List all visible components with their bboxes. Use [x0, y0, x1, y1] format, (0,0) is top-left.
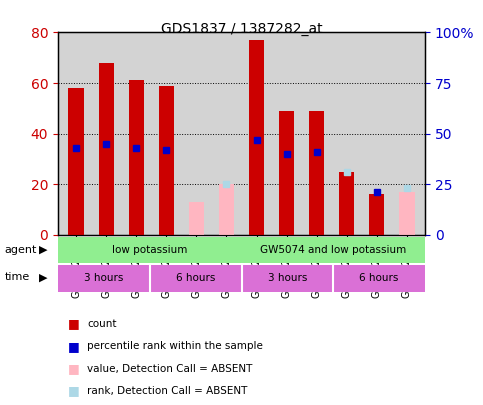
Bar — [369, 194, 384, 235]
FancyBboxPatch shape — [58, 237, 242, 263]
Bar — [219, 184, 234, 235]
Text: 6 hours: 6 hours — [176, 273, 215, 283]
Text: GW5074 and low potassium: GW5074 and low potassium — [260, 245, 406, 255]
Text: low potassium: low potassium — [112, 245, 187, 255]
FancyBboxPatch shape — [150, 265, 242, 292]
Text: 6 hours: 6 hours — [359, 273, 399, 283]
Bar — [69, 88, 84, 235]
FancyBboxPatch shape — [58, 265, 150, 292]
Bar — [279, 111, 294, 235]
Bar — [159, 85, 174, 235]
Text: ■: ■ — [68, 340, 79, 353]
Text: ■: ■ — [68, 362, 79, 375]
Text: 3 hours: 3 hours — [84, 273, 124, 283]
Text: count: count — [87, 319, 116, 329]
FancyBboxPatch shape — [242, 265, 333, 292]
Text: agent: agent — [5, 245, 37, 255]
Text: GDS1837 / 1387282_at: GDS1837 / 1387282_at — [161, 22, 322, 36]
Text: time: time — [5, 273, 30, 282]
Bar — [249, 40, 264, 235]
Bar — [189, 202, 204, 235]
FancyBboxPatch shape — [333, 265, 425, 292]
Text: ■: ■ — [68, 384, 79, 397]
Text: ■: ■ — [68, 318, 79, 330]
Bar — [128, 81, 144, 235]
Bar — [309, 111, 324, 235]
FancyBboxPatch shape — [242, 237, 425, 263]
Bar — [339, 172, 355, 235]
Text: 3 hours: 3 hours — [268, 273, 307, 283]
Bar — [99, 63, 114, 235]
Text: ▶: ▶ — [39, 273, 48, 282]
Bar — [399, 192, 414, 235]
Text: percentile rank within the sample: percentile rank within the sample — [87, 341, 263, 351]
Text: ▶: ▶ — [39, 245, 48, 255]
Text: rank, Detection Call = ABSENT: rank, Detection Call = ABSENT — [87, 386, 247, 396]
Text: value, Detection Call = ABSENT: value, Detection Call = ABSENT — [87, 364, 252, 373]
